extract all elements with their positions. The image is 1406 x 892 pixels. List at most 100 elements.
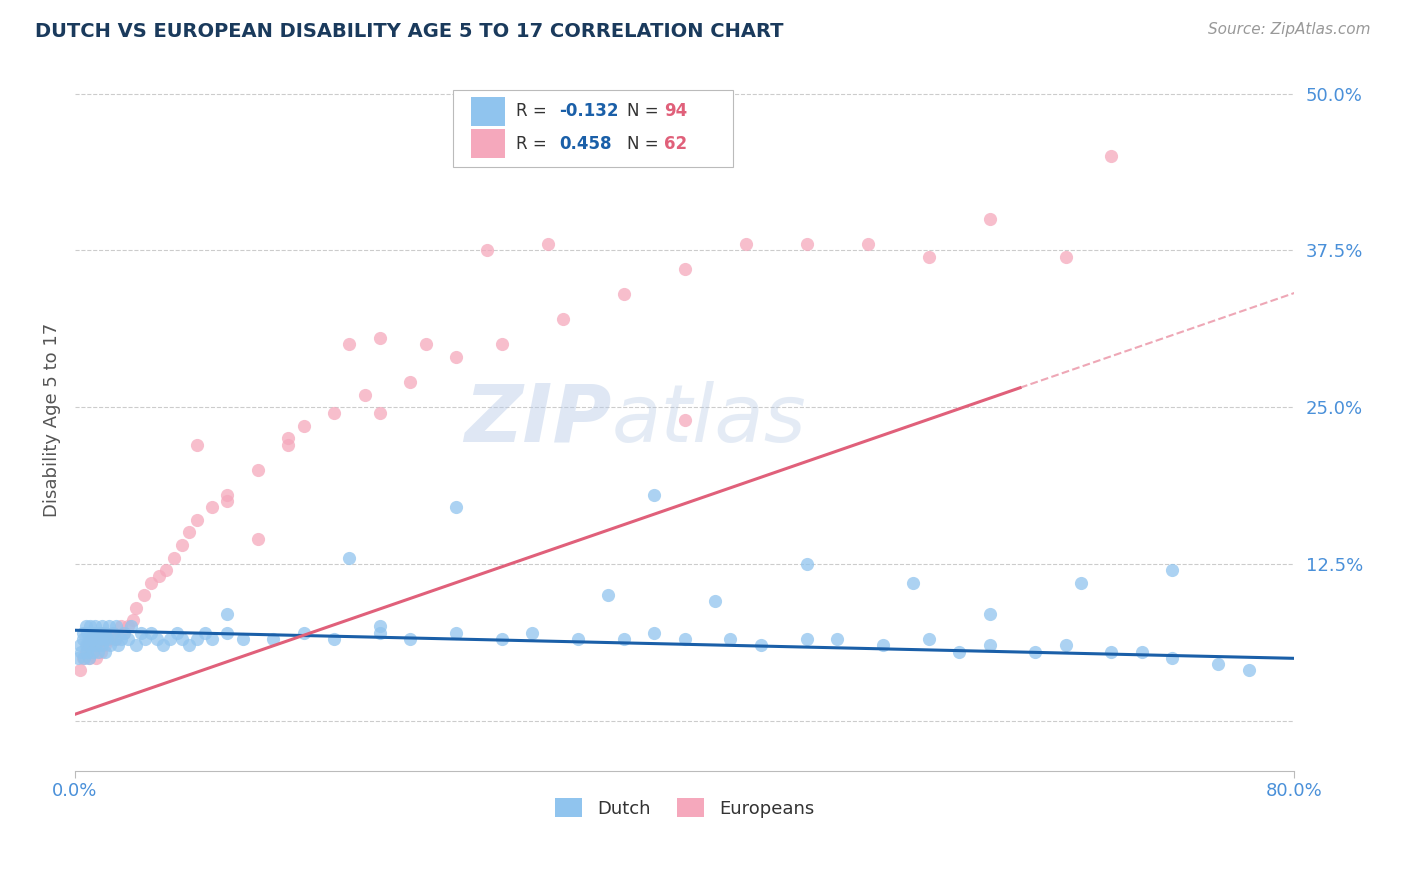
Point: [475, 244, 498, 258]
Point: [77, 650, 100, 665]
Point: [94, 625, 117, 640]
Point: [166, 625, 188, 640]
Point: [105, 619, 128, 633]
Point: [444, 350, 467, 364]
Point: [1206, 657, 1229, 672]
Point: [79, 638, 101, 652]
Point: [353, 387, 375, 401]
Point: [67, 650, 90, 665]
Point: [1101, 644, 1123, 658]
Point: [91, 625, 114, 640]
Point: [246, 463, 269, 477]
Point: [87, 644, 110, 658]
Point: [90, 625, 112, 640]
Point: [796, 557, 818, 571]
Text: N =: N =: [627, 135, 664, 153]
Text: -0.132: -0.132: [560, 103, 619, 120]
Point: [170, 538, 193, 552]
Point: [292, 625, 315, 640]
Point: [75, 619, 97, 633]
Point: [155, 563, 177, 577]
Point: [76, 638, 98, 652]
Point: [979, 638, 1001, 652]
Point: [120, 619, 142, 633]
Point: [93, 632, 115, 646]
Point: [979, 607, 1001, 621]
Point: [75, 644, 97, 658]
Point: [551, 312, 574, 326]
Point: [232, 632, 254, 646]
Text: 0.458: 0.458: [560, 135, 612, 153]
Point: [323, 406, 346, 420]
Point: [1161, 563, 1184, 577]
Point: [77, 650, 100, 665]
Point: [704, 594, 727, 608]
Point: [415, 337, 437, 351]
Point: [749, 638, 772, 652]
Point: [643, 625, 665, 640]
Point: [368, 406, 391, 420]
Point: [337, 337, 360, 351]
Point: [246, 532, 269, 546]
Point: [82, 625, 104, 640]
Text: ZIP: ZIP: [464, 381, 612, 458]
Point: [117, 619, 139, 633]
Point: [141, 625, 163, 640]
Point: [94, 644, 117, 658]
Point: [72, 650, 94, 665]
Point: [444, 625, 467, 640]
Point: [79, 632, 101, 646]
Point: [122, 613, 145, 627]
Point: [491, 337, 513, 351]
Point: [76, 625, 98, 640]
Point: [1054, 250, 1077, 264]
Point: [613, 632, 636, 646]
Point: [72, 625, 94, 640]
Point: [368, 331, 391, 345]
Point: [948, 644, 970, 658]
Point: [77, 632, 100, 646]
Point: [148, 569, 170, 583]
Point: [79, 632, 101, 646]
Point: [98, 638, 121, 652]
Point: [201, 500, 224, 515]
Point: [107, 638, 129, 652]
Point: [277, 438, 299, 452]
Point: [536, 237, 558, 252]
Point: [292, 418, 315, 433]
Point: [125, 638, 148, 652]
Text: 94: 94: [664, 103, 688, 120]
Point: [72, 632, 94, 646]
Point: [643, 488, 665, 502]
Point: [75, 638, 97, 652]
Point: [522, 625, 544, 640]
Text: DUTCH VS EUROPEAN DISABILITY AGE 5 TO 17 CORRELATION CHART: DUTCH VS EUROPEAN DISABILITY AGE 5 TO 17…: [35, 22, 783, 41]
Point: [1101, 149, 1123, 163]
Point: [796, 237, 818, 252]
Point: [146, 632, 169, 646]
Point: [91, 638, 114, 652]
Point: [856, 237, 879, 252]
Point: [399, 375, 422, 389]
Point: [217, 488, 239, 502]
Point: [337, 550, 360, 565]
FancyBboxPatch shape: [471, 129, 505, 159]
Point: [89, 632, 111, 646]
Point: [368, 625, 391, 640]
Point: [141, 575, 163, 590]
Point: [673, 632, 696, 646]
Point: [186, 632, 208, 646]
Point: [491, 632, 513, 646]
Point: [673, 262, 696, 277]
Point: [179, 525, 201, 540]
Point: [872, 638, 894, 652]
Point: [193, 625, 215, 640]
Point: [734, 237, 756, 252]
Point: [91, 619, 114, 633]
Point: [83, 619, 105, 633]
Point: [368, 619, 391, 633]
Point: [112, 625, 135, 640]
Point: [217, 625, 239, 640]
Point: [1070, 575, 1092, 590]
Point: [598, 588, 620, 602]
